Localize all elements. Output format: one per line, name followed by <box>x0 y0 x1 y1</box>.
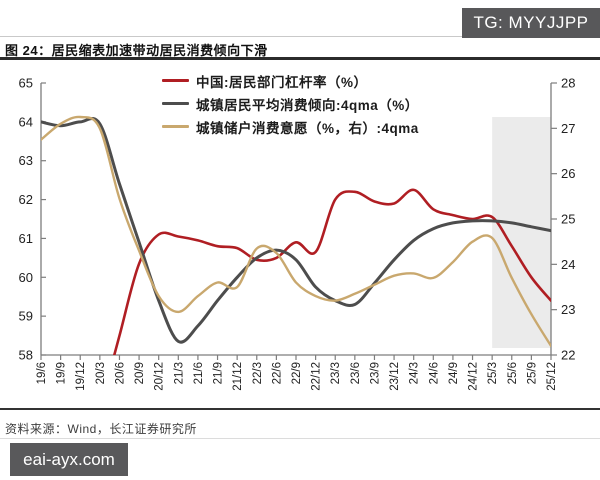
legend-label-leverage: 中国:居民部门杠杆率（%） <box>196 74 368 90</box>
y-axis-left-label: 60 <box>19 270 33 285</box>
x-axis-label: 23/12 <box>389 362 401 391</box>
x-axis-label: 23/9 <box>369 362 381 384</box>
x-axis-label: 21/12 <box>232 362 244 391</box>
x-axis-label: 20/9 <box>134 362 146 384</box>
x-axis-label: 19/12 <box>75 362 87 391</box>
telegram-badge-text: TG: MYYJJPP <box>473 13 589 32</box>
legend-swatch-red-line <box>162 79 189 82</box>
title-underline <box>0 57 600 60</box>
x-axis-label: 22/12 <box>311 362 323 391</box>
series-line-consumption-willingness <box>41 115 551 348</box>
x-axis-label: 20/3 <box>95 362 107 384</box>
top-divider <box>0 36 600 37</box>
x-axis-label: 24/3 <box>409 362 421 384</box>
y-axis-left-label: 59 <box>19 309 33 324</box>
y-axis-left-label: 62 <box>19 192 33 207</box>
legend-item-consumption-willingness: 城镇储户消费意愿（%，右）:4qma <box>162 115 419 138</box>
y-axis-left-label: 58 <box>19 348 33 363</box>
x-axis-label: 21/3 <box>173 362 185 384</box>
x-axis-label: 25/12 <box>546 362 558 391</box>
legend-item-leverage: 中国:居民部门杠杆率（%） <box>162 69 419 92</box>
x-axis-label: 20/12 <box>154 362 166 391</box>
x-axis-label: 21/6 <box>193 362 205 384</box>
x-axis-label: 23/6 <box>350 362 362 384</box>
y-axis-right-label: 24 <box>561 257 575 272</box>
source-divider <box>0 438 600 439</box>
series-line-avg-consumption-propensity <box>41 117 551 344</box>
x-axis-label: 24/9 <box>448 362 460 384</box>
x-axis-label: 19/6 <box>36 362 48 384</box>
x-axis-label: 25/9 <box>526 362 538 384</box>
legend-label-consumption-propensity: 城镇居民平均消费倾向:4qma（%） <box>196 97 419 113</box>
x-axis-label: 25/3 <box>487 362 499 384</box>
y-axis-left: 65 64 63 62 61 60 59 58 <box>19 76 46 363</box>
series-line-household-leverage <box>112 188 551 355</box>
data-source: 资料来源：Wind，长江证券研究所 <box>5 422 197 436</box>
y-axis-right-label: 28 <box>561 76 575 91</box>
x-axis-label: 22/3 <box>252 362 264 384</box>
y-axis-right-label: 26 <box>561 166 575 181</box>
y-axis-left-label: 64 <box>19 114 33 129</box>
x-axis-label: 21/9 <box>213 362 225 384</box>
x-axis-label: 25/6 <box>507 362 519 384</box>
x-axis-label: 24/12 <box>468 362 480 391</box>
y-axis-right: 28 27 26 25 24 23 22 <box>551 76 575 363</box>
x-axis-label: 22/9 <box>291 362 303 384</box>
y-axis-left-label: 63 <box>19 153 33 168</box>
x-axis-label: 24/6 <box>428 362 440 384</box>
figure-title: 图 24：居民缩表加速带动居民消费倾向下滑 <box>5 43 268 58</box>
watermark-badge: eai-ayx.com <box>10 443 128 476</box>
telegram-badge: TG: MYYJJPP <box>462 8 600 38</box>
x-axis-label: 20/6 <box>114 362 126 384</box>
x-axis-label: 23/3 <box>330 362 342 384</box>
x-axis-label: 19/9 <box>56 362 68 384</box>
y-axis-left-label: 61 <box>19 231 33 246</box>
y-axis-right-label: 23 <box>561 302 575 317</box>
legend-label-consumption-willingness: 城镇储户消费意愿（%，右）:4qma <box>196 120 419 136</box>
y-axis-right-label: 27 <box>561 121 575 136</box>
watermark-text: eai-ayx.com <box>23 449 115 469</box>
legend-item-consumption-propensity: 城镇居民平均消费倾向:4qma（%） <box>162 92 419 115</box>
legend-swatch-tan-line <box>162 125 189 128</box>
legend-swatch-gray-line <box>162 102 189 105</box>
chart-bottom-divider <box>0 408 600 410</box>
y-axis-right-label: 22 <box>561 348 575 363</box>
y-axis-right-label: 25 <box>561 212 575 227</box>
y-axis-left-label: 65 <box>19 76 33 91</box>
x-axis: 19/6 19/9 19/12 20/3 20/6 20/9 20/12 21/3 21/6 21… <box>36 355 558 391</box>
forecast-highlight-region <box>492 117 551 348</box>
chart-legend: 中国:居民部门杠杆率（%） 城镇居民平均消费倾向:4qma（%） 城镇储户消费意… <box>162 69 419 138</box>
x-axis-label: 22/6 <box>271 362 283 384</box>
